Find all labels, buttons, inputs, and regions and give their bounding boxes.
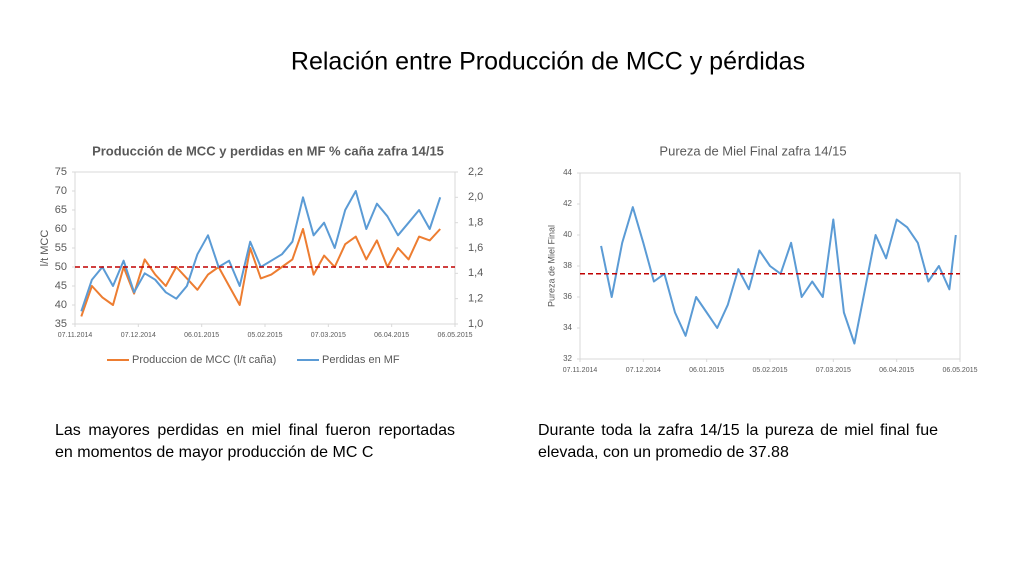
y-tick-label: 40 (55, 299, 67, 311)
x-tick-label: 07.11.2014 (58, 332, 93, 339)
chart-title: Pureza de Miel Final zafra 14/15 (659, 143, 846, 158)
y-tick-label: 70 (55, 185, 67, 197)
y-tick-label: 32 (563, 354, 572, 363)
x-tick-label: 07.03.2015 (311, 332, 346, 339)
caption: Durante toda la zafra 14/15 la pureza de… (538, 422, 938, 461)
legend-label: Perdidas en MF (322, 354, 400, 366)
y-tick-label: 44 (563, 168, 572, 177)
x-tick-label: 07.03.2015 (816, 367, 851, 374)
x-tick-label: 07.11.2014 (563, 367, 598, 374)
y-axis-label: Pureza de Miel Final (546, 225, 556, 307)
x-tick-label: 06.01.2015 (184, 332, 219, 339)
y-tick-label: 65 (55, 204, 67, 216)
x-tick-label: 05.02.2015 (247, 332, 282, 339)
series-line (600, 206, 957, 345)
x-tick-label: 06.04.2015 (374, 332, 409, 339)
series-line (80, 228, 441, 317)
x-tick-label: 07.12.2014 (121, 332, 156, 339)
y-tick-label: 38 (563, 261, 572, 270)
x-tick-label: 06.05.2015 (942, 367, 977, 374)
y-tick-label: 75 (55, 166, 67, 178)
x-tick-label: 06.05.2015 (437, 332, 472, 339)
caption: Las mayores perdidas en miel final fuero… (55, 422, 455, 461)
y-tick-label: 40 (563, 230, 572, 239)
y2-tick-label: 1,6 (468, 242, 483, 254)
y-tick-label: 36 (563, 292, 572, 301)
x-tick-label: 06.04.2015 (879, 367, 914, 374)
y-tick-label: 35 (55, 318, 67, 330)
y2-tick-label: 1,4 (468, 267, 483, 279)
y-tick-label: 34 (563, 323, 572, 332)
y2-tick-label: 1,0 (468, 318, 483, 330)
x-tick-label: 05.02.2015 (752, 367, 787, 374)
y2-tick-label: 2,2 (468, 166, 483, 178)
chart-title: Producción de MCC y perdidas en MF % cañ… (92, 143, 444, 158)
x-tick-label: 07.12.2014 (626, 367, 661, 374)
y2-tick-label: 2,0 (468, 191, 483, 203)
y2-tick-label: 1,2 (468, 293, 483, 305)
y-tick-label: 60 (55, 223, 67, 235)
y-axis-label: l/t MCC (39, 230, 51, 267)
y2-tick-label: 1,8 (468, 217, 483, 229)
y-tick-label: 42 (563, 199, 572, 208)
y-tick-label: 55 (55, 242, 67, 254)
x-tick-label: 06.01.2015 (689, 367, 724, 374)
y-tick-label: 50 (55, 261, 67, 273)
y-tick-label: 45 (55, 280, 67, 292)
slide-title: Relación entre Producción de MCC y pérdi… (291, 48, 805, 76)
legend-label: Produccion de MCC (l/t caña) (132, 354, 276, 366)
